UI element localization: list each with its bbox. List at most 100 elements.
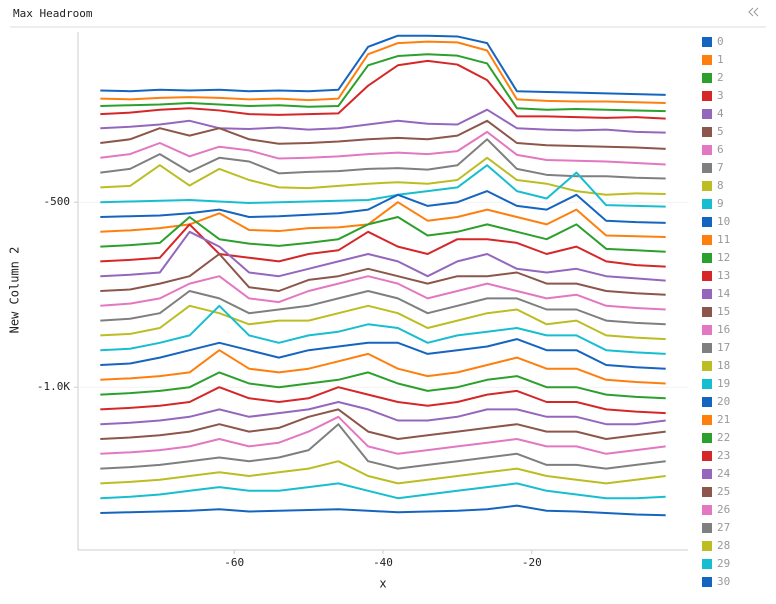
legend-swatch <box>702 145 712 155</box>
series-line <box>100 349 666 385</box>
series-line <box>100 223 666 268</box>
legend-swatch <box>702 37 712 47</box>
legend-swatch <box>702 505 712 515</box>
legend-swatch <box>702 361 712 371</box>
series-line <box>100 290 666 326</box>
y-tick-label: -500 <box>44 195 71 208</box>
legend-label[interactable]: 29 <box>717 557 730 570</box>
series-line <box>100 130 666 166</box>
series-line <box>100 201 666 238</box>
legend-swatch <box>702 253 712 263</box>
legend-label[interactable]: 23 <box>717 449 730 462</box>
series-line <box>100 59 666 120</box>
legend-swatch <box>702 325 712 335</box>
series-line <box>100 53 666 113</box>
series-line <box>100 108 666 134</box>
legend-label[interactable]: 0 <box>717 35 724 48</box>
legend-swatch <box>702 307 712 317</box>
series-line <box>100 156 666 196</box>
legend-swatch <box>702 559 712 569</box>
legend-label[interactable]: 6 <box>717 143 724 156</box>
legend-label[interactable]: 3 <box>717 89 724 102</box>
legend-label[interactable]: 20 <box>717 395 730 408</box>
legend-swatch <box>702 343 712 353</box>
y-tick-label: -1.0K <box>37 380 70 393</box>
series-line <box>100 386 666 415</box>
legend-label[interactable]: 19 <box>717 377 730 390</box>
legend-swatch <box>702 541 712 551</box>
series-line <box>100 40 666 105</box>
legend-label[interactable]: 8 <box>717 179 724 192</box>
legend-swatch <box>702 55 712 65</box>
legend-label[interactable]: 22 <box>717 431 730 444</box>
legend-label[interactable]: 12 <box>717 251 730 264</box>
legend-swatch <box>702 109 712 119</box>
legend-swatch <box>702 289 712 299</box>
legend-swatch <box>702 127 712 137</box>
series-line <box>100 338 666 370</box>
legend-label[interactable]: 25 <box>717 485 730 498</box>
legend-swatch <box>702 451 712 461</box>
series-line <box>100 482 666 500</box>
legend-swatch <box>702 181 712 191</box>
series-line <box>100 216 666 253</box>
legend-label[interactable]: 28 <box>717 539 730 552</box>
legend-label[interactable]: 17 <box>717 341 730 354</box>
legend-swatch <box>702 271 712 281</box>
series-line <box>100 408 666 440</box>
legend-label[interactable]: 9 <box>717 197 724 210</box>
legend-label[interactable]: 21 <box>717 413 730 426</box>
series-line <box>100 504 666 517</box>
series-line <box>100 304 666 341</box>
x-tick-label: -60 <box>224 556 244 569</box>
legend-label[interactable]: 7 <box>717 161 724 174</box>
legend-label[interactable]: 18 <box>717 359 730 372</box>
x-axis-label: x <box>379 577 386 591</box>
legend-label[interactable]: 1 <box>717 53 724 66</box>
x-tick-label: -20 <box>522 556 542 569</box>
legend-label[interactable]: 16 <box>717 323 730 336</box>
legend-label[interactable]: 30 <box>717 575 730 588</box>
legend-label[interactable]: 5 <box>717 125 724 138</box>
x-tick-label: -40 <box>373 556 393 569</box>
series-line <box>100 304 666 355</box>
chart-title: Max Headroom <box>13 7 93 20</box>
series-line <box>100 164 666 208</box>
series-line <box>100 371 666 400</box>
legend-label[interactable]: 27 <box>717 521 730 534</box>
series-line <box>100 34 666 96</box>
series-line <box>100 460 666 485</box>
legend-swatch <box>702 433 712 443</box>
legend-swatch <box>702 163 712 173</box>
legend-label[interactable]: 13 <box>717 269 730 282</box>
series-line <box>100 275 666 311</box>
legend-swatch <box>702 469 712 479</box>
y-axis-label: New Column 2 <box>8 247 22 334</box>
legend-swatch <box>702 415 712 425</box>
legend-swatch <box>702 91 712 101</box>
legend-label[interactable]: 15 <box>717 305 730 318</box>
legend-swatch <box>702 73 712 83</box>
series-line <box>100 190 666 224</box>
legend-swatch <box>702 199 712 209</box>
series-line <box>100 415 666 455</box>
legend-label[interactable]: 14 <box>717 287 731 300</box>
legend-swatch <box>702 235 712 245</box>
legend-swatch <box>702 379 712 389</box>
legend-swatch <box>702 217 712 227</box>
legend-label[interactable]: 2 <box>717 71 724 84</box>
legend-label[interactable]: 26 <box>717 503 730 516</box>
series-line <box>100 423 666 470</box>
legend-label[interactable]: 4 <box>717 107 724 120</box>
legend-swatch <box>702 397 712 407</box>
legend-swatch <box>702 523 712 533</box>
series-line <box>100 253 666 296</box>
series-line <box>100 230 666 282</box>
series-line <box>100 401 666 426</box>
series-line <box>100 119 666 150</box>
legend-label[interactable]: 24 <box>717 467 731 480</box>
legend-label[interactable]: 10 <box>717 215 730 228</box>
collapse-icon[interactable] <box>748 7 759 17</box>
legend-label[interactable]: 11 <box>717 233 730 246</box>
